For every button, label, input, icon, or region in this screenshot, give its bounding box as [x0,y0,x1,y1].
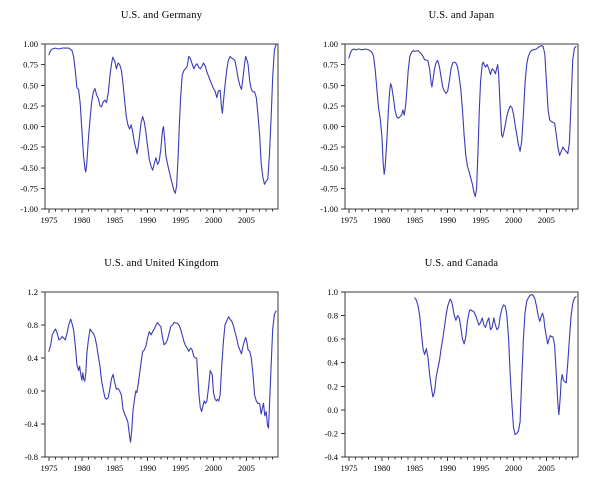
y-tick-label: -1.00 [320,204,338,214]
y-tick-label: 0.75 [23,60,38,70]
x-tick-label: 1975 [40,215,57,225]
x-tick-label: 1985 [106,463,123,473]
y-tick-label: 0.6 [327,334,338,344]
y-tick-label: 0.0 [327,405,338,415]
plot-frame [44,43,279,210]
y-tick-label: -0.2 [325,428,338,438]
y-tick-label: -0.8 [25,452,38,462]
chart-title: U.S. and Germany [120,10,203,21]
y-tick-label: 0.25 [323,101,338,111]
y-tick-label: -0.50 [320,163,338,173]
x-tick-label: 1980 [373,215,390,225]
y-tick-label: 0.25 [23,101,38,111]
y-tick-label: 0.75 [323,60,338,70]
y-tick-label: 0.4 [327,358,338,368]
x-tick-label: 1975 [340,463,357,473]
x-tick-label: 2005 [538,463,555,473]
plot-frame [344,291,579,458]
x-tick-label: 1975 [40,463,57,473]
y-tick-label: -0.25 [320,142,338,152]
y-tick-label: 0.8 [27,320,38,330]
chart-plot-us-japan: 1.00 0.75 0.50 0.25 0.00 -0.25 -0.50 -0.75 -1.00… [320,39,579,225]
chart-us-japan: U.S. and Japan 1.00 0.75 0.50 0.25 0.00 -0.25… [300,0,600,248]
x-tick-label: 1975 [340,215,357,225]
x-tick-label: 1995 [172,463,189,473]
y-tick-label: 0.00 [23,122,38,132]
y-tick-label: 1.00 [23,39,38,49]
y-tick-label: 1.00 [323,39,338,49]
chart-plot-us-germany: 1.00 0.75 0.50 0.25 0.00 -0.25 -0.50 -0.75 -1.00… [20,39,279,225]
data-line [348,45,577,198]
data-line [414,293,577,436]
y-tick-label: 1.2 [27,287,38,297]
x-tick-label: 2005 [238,215,255,225]
x-tick-label: 1980 [373,463,390,473]
x-tick-label: 1985 [406,463,423,473]
chart-title: U.S. and Canada [424,258,499,269]
y-tick-label: 0.50 [323,80,338,90]
y-tick-label: 1.0 [327,287,338,297]
x-tick-label: 1980 [73,463,90,473]
x-tick-label: 2000 [505,215,522,225]
y-tick-label: 0.50 [23,80,38,90]
x-tick-label: 2005 [238,463,255,473]
y-tick-label: 0.00 [323,122,338,132]
y-tick-label: -0.25 [20,142,38,152]
chart-us-united-kingdom: U.S. and United Kingdom 1.2 0.8 0.4 0.0 -0.4… [0,248,300,496]
x-tick-label: 2000 [205,215,222,225]
y-tick-label: -0.4 [25,419,39,429]
x-tick-label: 1980 [73,215,90,225]
y-tick-label: -0.4 [325,452,339,462]
y-tick-label: 0.8 [327,311,338,321]
y-tick-label: 0.4 [27,353,38,363]
x-tick-label: 2000 [505,463,522,473]
chart-us-canada: U.S. and Canada 1.0 0.8 0.6 0.4 0.2 0.0 -0.2 -0… [300,248,600,496]
x-tick-label: 1995 [472,463,489,473]
x-tick-label: 1995 [472,215,489,225]
x-tick-label: 2000 [205,463,222,473]
x-tick-label: 1990 [439,463,456,473]
x-tick-label: 2005 [538,215,555,225]
plot-frame [344,43,579,210]
x-tick-label: 1990 [139,215,156,225]
x-tick-label: 1990 [139,463,156,473]
x-tick-label: 1990 [439,215,456,225]
chart-title: U.S. and Japan [428,10,495,21]
y-tick-label: 0.2 [327,381,338,391]
chart-title: U.S. and United Kingdom [104,258,219,269]
y-tick-label: -1.00 [20,204,38,214]
data-line [48,310,277,443]
x-tick-label: 1985 [406,215,423,225]
data-line [48,44,277,194]
y-tick-label: -0.50 [20,163,38,173]
y-tick-label: 0.0 [27,386,38,396]
x-tick-label: 1995 [172,215,189,225]
chart-us-germany: U.S. and Germany 1.00 0.75 0.50 0.25 0.00 -0.… [0,0,300,248]
y-tick-label: -0.75 [20,183,38,193]
x-tick-label: 1985 [106,215,123,225]
plot-frame [44,291,279,458]
y-tick-label: -0.75 [320,183,338,193]
